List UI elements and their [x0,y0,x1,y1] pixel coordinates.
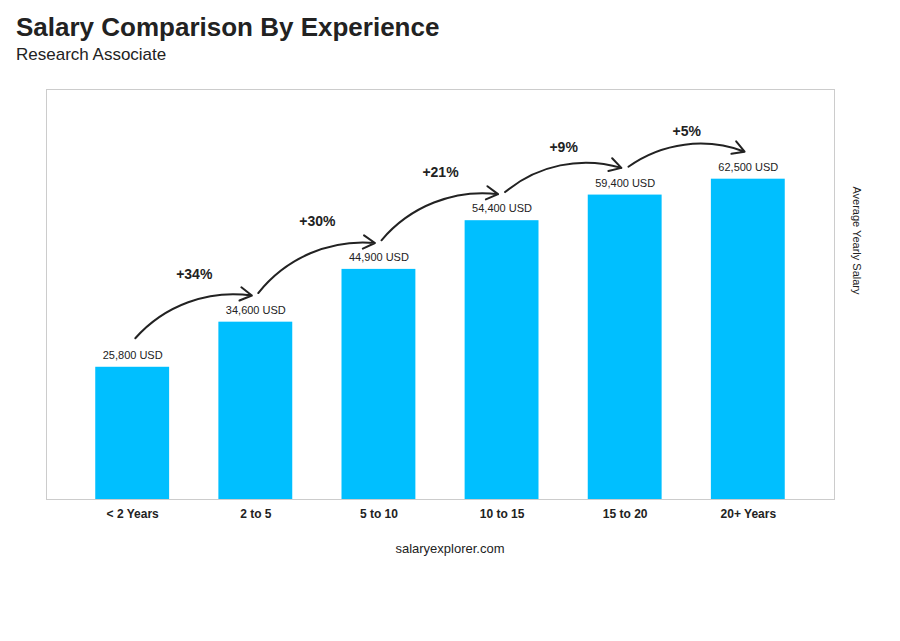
html-text:Research Associate: Research Associate [16,45,167,64]
svg-text:59,400 USD: 59,400 USD [595,177,655,189]
svg-text:+34%: +34% [176,266,213,282]
svg-text:+9%: +9% [549,139,578,155]
svg-text:Average Yearly Salary: Average Yearly Salary [851,186,863,295]
svg-text:2 to 5: 2 to 5 [240,507,272,521]
svg-text:62,500 USD: 62,500 USD [718,161,778,173]
svg-text:25,800 USD: 25,800 USD [103,349,163,361]
svg-text:20+ Years: 20+ Years [721,507,777,521]
html-text:Salary Comparison By Experienc: Salary Comparison By Experience [16,12,440,42]
svg-text:+5%: +5% [673,123,702,139]
svg-text:44,900 USD: 44,900 USD [349,251,409,263]
svg-text:+30%: +30% [299,213,336,229]
html-text:salaryexplorer.com: salaryexplorer.com [395,541,505,556]
svg-text:5 to 10: 5 to 10 [360,507,398,521]
svg-text:34,600 USD: 34,600 USD [226,304,286,316]
svg-text:15 to 20: 15 to 20 [603,507,648,521]
svg-text:+21%: +21% [422,164,459,180]
svg-text:< 2 Years: < 2 Years [107,507,159,521]
svg-text:10 to 15: 10 to 15 [480,507,525,521]
svg-text:54,400 USD: 54,400 USD [472,202,532,214]
